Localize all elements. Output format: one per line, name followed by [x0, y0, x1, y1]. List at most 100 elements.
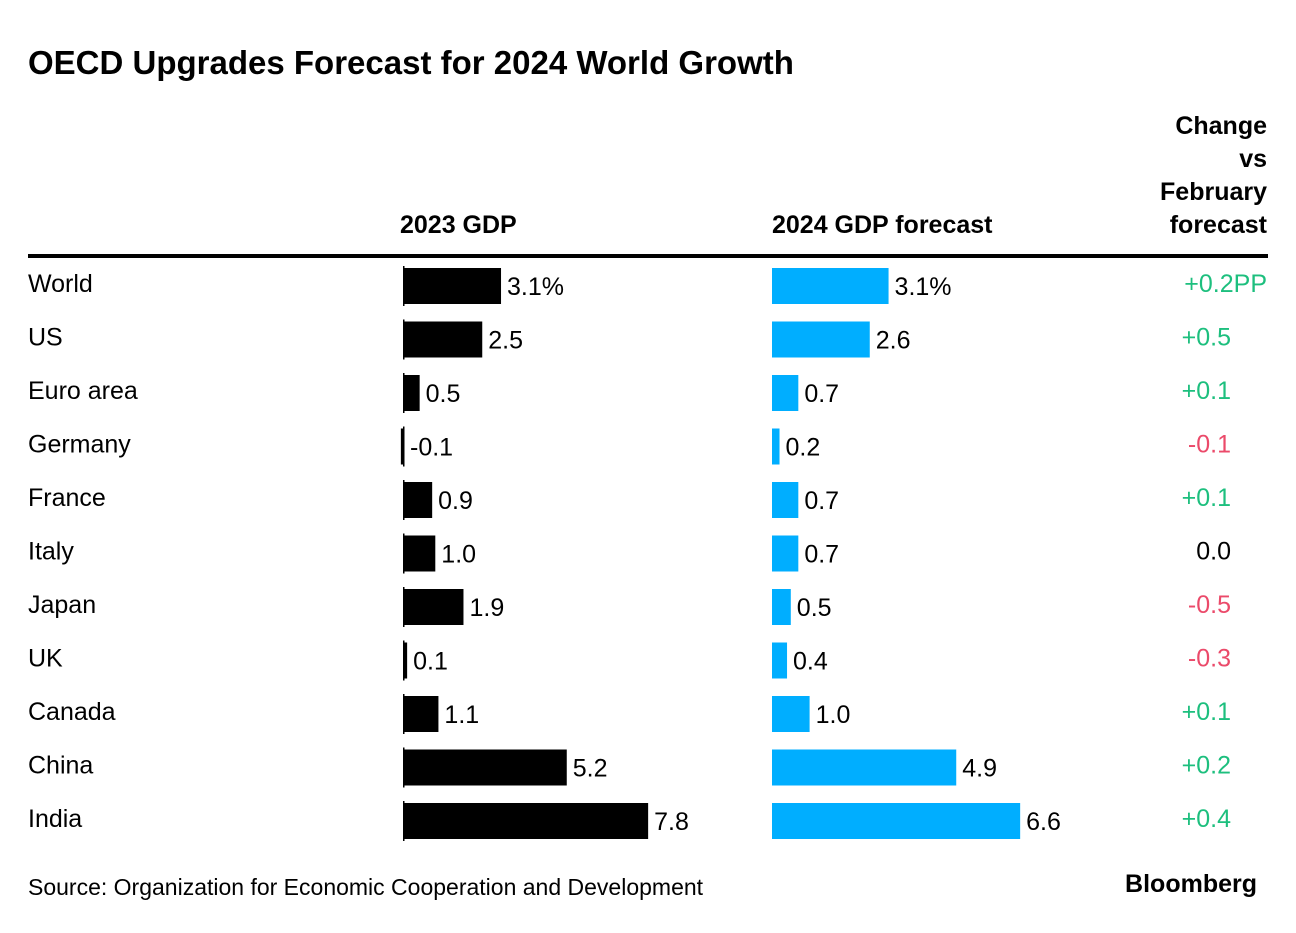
bar [772, 696, 810, 732]
bar-value-label: 0.5 [797, 594, 832, 622]
change-value: -0.3 [1188, 645, 1231, 673]
change-value: +0.1 [1182, 377, 1231, 405]
bar [404, 482, 433, 518]
bar-value-label: 5.2 [573, 755, 608, 783]
change-value: 0.0 [1196, 538, 1231, 566]
row-label: China [28, 752, 93, 780]
axis-tick [403, 319, 405, 360]
table-row: World 3.1% 3.1% +0.2PP [28, 266, 1267, 306]
bar-value-label: 0.5 [426, 380, 461, 408]
table-row: Canada 1.1 1.0 +0.1 [28, 694, 1231, 734]
bar [772, 589, 791, 625]
bar [772, 803, 1021, 839]
header-divider [28, 254, 1268, 258]
source-note: Source: Organization for Economic Cooper… [28, 874, 704, 900]
bar-value-label: 1.9 [469, 594, 504, 622]
bar-value-label: 0.7 [804, 380, 839, 408]
bar-value-label: 1.0 [441, 541, 476, 569]
axis-tick [403, 801, 405, 841]
row-label: Canada [28, 698, 116, 726]
table-row: India 7.8 6.6 +0.4 [28, 801, 1231, 841]
bar [400, 428, 404, 465]
bar [404, 696, 439, 732]
header-2023-gdp: 2023 GDP [400, 211, 517, 239]
bar [404, 268, 502, 304]
change-value: +0.2PP [1184, 270, 1267, 298]
axis-tick [403, 266, 405, 306]
axis-tick [403, 373, 405, 413]
table-row: France 0.9 0.7 +0.1 [28, 480, 1231, 520]
change-value: +0.2 [1182, 752, 1231, 780]
header-change-line: February [1160, 178, 1267, 206]
table-row: Germany -0.1 0.2 -0.1 [28, 426, 1231, 467]
bar [404, 535, 436, 572]
bar-value-label: 0.7 [804, 487, 839, 515]
row-label: India [28, 805, 82, 833]
axis-tick [403, 640, 405, 681]
bar-value-label: 0.9 [438, 487, 473, 515]
axis-tick [403, 480, 405, 520]
bar-value-label: 1.1 [444, 701, 479, 729]
table-row: US 2.5 2.6 +0.5 [28, 319, 1231, 360]
table-row: UK 0.1 0.4 -0.3 [28, 640, 1231, 681]
change-value: +0.5 [1182, 324, 1231, 352]
bar-value-label: 6.6 [1026, 808, 1061, 836]
bar [772, 482, 799, 518]
change-value: +0.1 [1182, 698, 1231, 726]
bar [404, 642, 408, 679]
row-label: France [28, 484, 106, 512]
bar [772, 321, 870, 358]
bar [404, 749, 567, 786]
bloomberg-logo: Bloomberg [1125, 870, 1257, 898]
change-value: -0.5 [1188, 591, 1231, 619]
row-label: Italy [28, 538, 74, 566]
rows: World 3.1% 3.1% +0.2PP US 2.5 2.6 +0.5 Euro area… [28, 266, 1267, 841]
row-label: Euro area [28, 377, 138, 405]
bar-value-label: 2.6 [876, 327, 911, 355]
bar [404, 321, 483, 358]
change-value: +0.1 [1182, 484, 1231, 512]
bar-value-label: 2.5 [488, 327, 523, 355]
axis-tick [403, 587, 405, 627]
change-value: +0.4 [1182, 805, 1231, 833]
header-change-line: Change [1175, 112, 1267, 140]
bar [404, 803, 649, 839]
row-label: UK [28, 645, 63, 673]
bar-value-label: 0.2 [786, 434, 821, 462]
bar [772, 749, 957, 786]
bar-value-label: 1.0 [816, 701, 851, 729]
bar-value-label: 7.8 [654, 808, 689, 836]
bar-value-label: 0.7 [804, 541, 839, 569]
table-row: Japan 1.9 0.5 -0.5 [28, 587, 1231, 627]
chart-title: OECD Upgrades Forecast for 2024 World Gr… [28, 44, 794, 81]
header-change-line: forecast [1170, 211, 1268, 239]
bar [404, 589, 464, 625]
row-label: Japan [28, 591, 96, 619]
axis-tick [403, 747, 405, 788]
table-row: Euro area 0.5 0.7 +0.1 [28, 373, 1231, 413]
change-value: -0.1 [1188, 431, 1231, 459]
bar-value-label: 0.4 [793, 648, 828, 676]
bar [772, 642, 788, 679]
header-change: Change vs February forecast [1160, 112, 1268, 239]
bar [772, 375, 799, 411]
bar [772, 428, 780, 465]
bar-value-label: 4.9 [962, 755, 997, 783]
bar [772, 268, 889, 304]
row-label: US [28, 324, 63, 352]
bar [772, 535, 799, 572]
axis-tick [403, 533, 405, 574]
row-label: Germany [28, 431, 131, 459]
axis-tick [403, 694, 405, 734]
header-change-line: vs [1239, 145, 1267, 173]
bar-value-label: -0.1 [410, 434, 453, 462]
table-row: China 5.2 4.9 +0.2 [28, 747, 1231, 788]
bar-value-label: 0.1 [413, 648, 448, 676]
bar-value-label: 3.1% [507, 273, 564, 301]
bar-value-label: 3.1% [895, 273, 952, 301]
row-label: World [28, 270, 93, 298]
table-row: Italy 1.0 0.7 0.0 [28, 533, 1231, 574]
header-2024-forecast: 2024 GDP forecast [772, 211, 993, 239]
bar [404, 375, 420, 411]
